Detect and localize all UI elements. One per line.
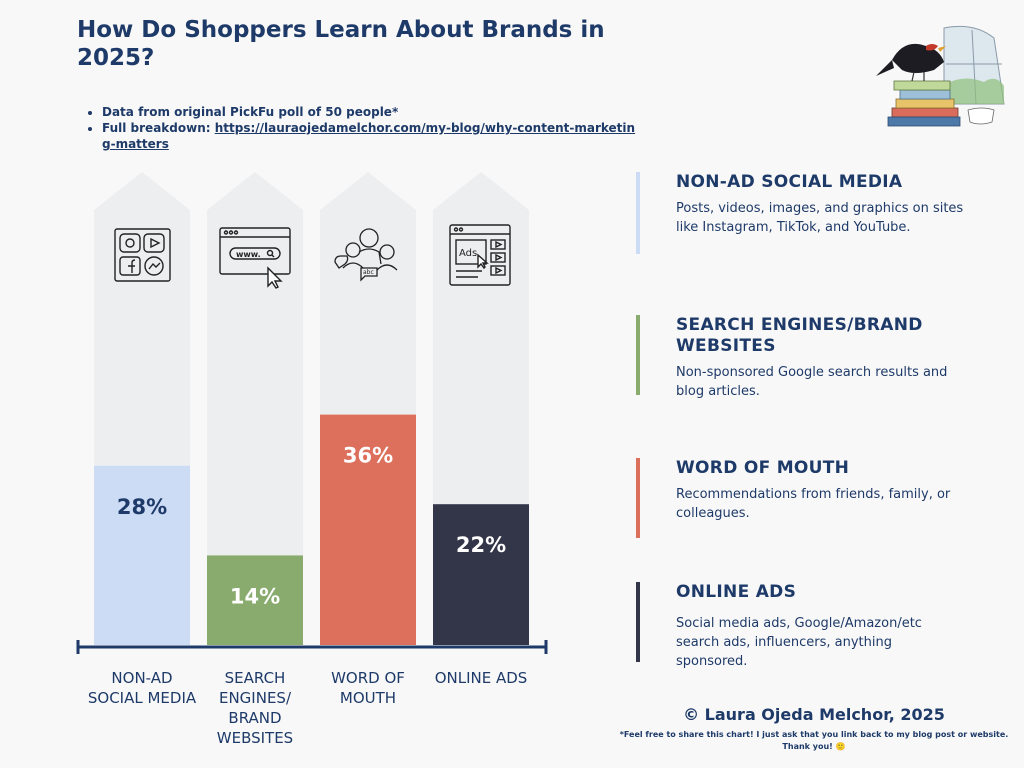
legend-color-bar <box>636 315 640 395</box>
bar <box>320 414 416 645</box>
source-notes: Data from original PickFu poll of 50 peo… <box>86 104 642 152</box>
note-full-breakdown: Full breakdown: https://lauraojedamelcho… <box>102 120 642 152</box>
data-label: 36% <box>343 444 393 468</box>
copyright: © Laura Ojeda Melchor, 2025 <box>683 705 945 724</box>
browser-search-icon: www. <box>219 227 291 289</box>
svg-text:abc: abc <box>363 269 374 276</box>
legend-item-social: NON-AD SOCIAL MEDIA Posts, videos, image… <box>636 172 966 254</box>
legend-description: Non-sponsored Google search results and … <box>676 365 948 399</box>
legend-title: SEARCH ENGINES/BRAND WEBSITES <box>676 315 923 356</box>
x-axis <box>76 640 548 654</box>
note-prefix: Full breakdown: <box>102 121 215 135</box>
note-poll-source: Data from original PickFu poll of 50 peo… <box>102 104 642 120</box>
bar <box>94 465 190 645</box>
x-tick-label-word: WORD OF MOUTH <box>331 669 405 707</box>
legend-title: WORD OF MOUTH <box>676 458 850 478</box>
bar <box>207 555 303 645</box>
legend-item-ads: ONLINE ADS Social media ads, Google/Amaz… <box>636 582 966 669</box>
svg-text:Ads: Ads <box>459 248 477 259</box>
x-tick-label-search: SEARCH ENGINES/ BRAND WEBSITES <box>216 669 294 747</box>
legend-item-word: WORD OF MOUTH Recommendations from frien… <box>636 458 966 538</box>
chart-title: How Do Shoppers Learn About Brands in 20… <box>77 17 605 71</box>
data-label: 14% <box>230 584 280 608</box>
social-media-grid-icon <box>114 228 171 282</box>
data-labels: 28% 14% 36% 22% <box>117 444 506 609</box>
people-talking-icon: abc <box>334 228 398 282</box>
legend-color-bar <box>636 582 640 662</box>
legend-description: Social media ads, Google/Amazon/etc sear… <box>676 616 922 669</box>
bar-chart: www. abc Ads <box>76 172 548 654</box>
legend-title: ONLINE ADS <box>676 582 797 602</box>
data-label: 28% <box>117 495 167 519</box>
bar-track <box>207 172 303 645</box>
bar <box>433 504 529 645</box>
category-icons: www. abc Ads <box>114 224 511 289</box>
blog-link[interactable]: https://lauraojedamelchor.com/my-blog/wh… <box>102 121 636 151</box>
legend-description: Recommendations from friends, family, or… <box>676 487 951 521</box>
legend-color-bar <box>636 172 640 254</box>
svg-text:www.: www. <box>236 250 261 259</box>
legend-title: NON-AD SOCIAL MEDIA <box>676 172 903 192</box>
data-label: 22% <box>456 533 506 557</box>
legend-color-bar <box>636 458 640 538</box>
bird-and-books-illustration <box>876 25 1005 127</box>
bar-series <box>94 414 529 645</box>
legend-item-search: SEARCH ENGINES/BRAND WEBSITES Non-sponso… <box>636 315 966 399</box>
legend-description: Posts, videos, images, and graphics on s… <box>676 201 964 235</box>
x-tick-label-ads: ONLINE ADS <box>434 669 528 687</box>
ads-webpage-icon: Ads <box>449 224 511 286</box>
share-note: *Feel free to share this chart! I just a… <box>619 730 1009 751</box>
x-tick-label-social: NON-AD SOCIAL MEDIA <box>87 669 197 707</box>
